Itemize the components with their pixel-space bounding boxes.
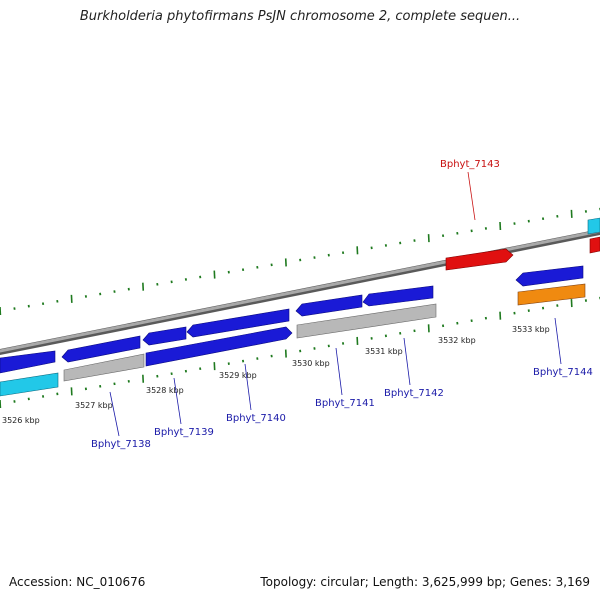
gene-arrow[interactable] <box>142 326 187 346</box>
accession-text: Accession: NC_010676 <box>9 575 146 589</box>
gene-label[interactable]: Bphyt_7144 <box>533 367 593 378</box>
tick-label: 3529 kbp <box>219 371 257 380</box>
tick-label: 3527 kbp <box>75 401 113 410</box>
inner-tick-dots <box>0 296 600 409</box>
gene-arrow[interactable] <box>145 326 293 367</box>
tick-label: 3531 kbp <box>365 347 403 356</box>
topology-text: Topology: circular; Length: 3,625,999 bp… <box>260 575 590 589</box>
gene-arrow[interactable] <box>362 285 434 307</box>
gene-label[interactable]: Bphyt_7141 <box>315 398 375 409</box>
gene-arrow[interactable] <box>186 308 290 338</box>
gene-arrow[interactable] <box>0 350 56 374</box>
outer-tick-dots <box>0 207 600 316</box>
kbp-tick-labels: 3526 kbp 3527 kbp 3528 kbp 3529 kbp 3530… <box>2 325 550 425</box>
gene-block[interactable] <box>0 372 59 397</box>
tick-label: 3528 kbp <box>146 386 184 395</box>
gene-label[interactable]: Bphyt_7143 <box>440 159 500 170</box>
gene-features <box>0 217 600 397</box>
tick-label: 3526 kbp <box>2 416 40 425</box>
gene-arrow[interactable] <box>295 294 363 317</box>
gene-block[interactable] <box>296 303 437 339</box>
gene-label[interactable]: Bphyt_7140 <box>226 413 286 424</box>
tick-label: 3530 kbp <box>292 359 330 368</box>
gene-label[interactable]: Bphyt_7139 <box>154 427 214 438</box>
gene-label[interactable]: Bphyt_7138 <box>91 439 151 450</box>
gene-arrow[interactable] <box>589 236 600 254</box>
map-title: Burkholderia phytofirmans PsJN chromosom… <box>79 9 521 24</box>
gene-arrow[interactable] <box>445 248 514 271</box>
gene-arrow[interactable] <box>61 335 141 363</box>
gene-block[interactable] <box>63 353 145 382</box>
tick-label: 3533 kbp <box>512 325 550 334</box>
tick-label: 3532 kbp <box>438 336 476 345</box>
gene-arrow[interactable] <box>515 265 584 287</box>
label-leader-lines <box>109 171 562 437</box>
gene-block[interactable] <box>517 283 586 306</box>
gene-labels: Bphyt_7138 Bphyt_7139 Bphyt_7140 Bphyt_7… <box>91 159 593 450</box>
gene-label[interactable]: Bphyt_7142 <box>384 388 444 399</box>
gene-arrow[interactable] <box>587 217 600 235</box>
